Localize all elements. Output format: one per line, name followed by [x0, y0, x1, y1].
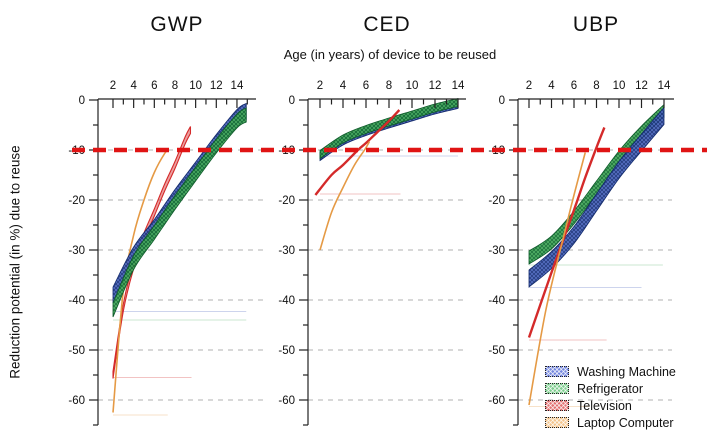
- series-refrigerator: [528, 103, 665, 265]
- panel-title-ced: CED: [363, 13, 411, 36]
- series-refrigerator: [112, 107, 247, 318]
- x-tick-label: 2: [317, 80, 323, 92]
- y-tick-label: -30: [68, 245, 85, 257]
- y-tick-label: 0: [499, 95, 505, 107]
- legend-item-washing-machine: Washing Machine: [545, 363, 676, 380]
- y-tick-label: 0: [79, 95, 85, 107]
- x-tick-label: 10: [406, 80, 419, 92]
- legend-swatch-washing-machine: [545, 366, 569, 377]
- x-tick-label: 12: [210, 80, 223, 92]
- x-tick-label: 8: [593, 80, 599, 92]
- legend-label: Refrigerator: [577, 381, 643, 396]
- x-tick-label: 6: [363, 80, 369, 92]
- x-tick-label: 14: [658, 80, 671, 92]
- series-television: [112, 126, 192, 379]
- x-tick-label: 14: [231, 80, 244, 92]
- legend-item-refrigerator: Refrigerator: [545, 380, 676, 397]
- legend: Washing Machine Refrigerator Television …: [545, 363, 676, 431]
- x-tick-label: 8: [386, 80, 392, 92]
- x-axis-label: Age (in years) of device to be reused: [283, 47, 497, 62]
- y-tick-label: 0: [289, 95, 295, 107]
- panel-title-gwp: GWP: [150, 13, 204, 36]
- legend-swatch-television: [545, 400, 569, 411]
- legend-label: Laptop Computer: [577, 415, 674, 430]
- x-tick-label: 12: [635, 80, 648, 92]
- legend-item-television: Television: [545, 397, 676, 414]
- y-tick-label: -50: [488, 345, 505, 357]
- series-laptop-computer: [528, 152, 587, 406]
- legend-label: Television: [577, 398, 632, 413]
- legend-item-laptop-computer: Laptop Computer: [545, 414, 676, 431]
- series-television: [314, 109, 401, 196]
- y-tick-label: -40: [488, 295, 505, 307]
- x-tick-label: 2: [526, 80, 532, 92]
- y-tick-label: -40: [68, 295, 85, 307]
- legend-swatch-laptop-computer: [545, 417, 569, 428]
- legend-label: Washing Machine: [577, 364, 676, 379]
- x-tick-label: 12: [429, 80, 442, 92]
- axes: [299, 98, 466, 426]
- x-tick-label: 6: [151, 80, 157, 92]
- y-tick-label: -50: [68, 345, 85, 357]
- y-tick-label: -20: [68, 195, 85, 207]
- x-tick-label: 10: [189, 80, 202, 92]
- y-tick-label: -50: [278, 345, 295, 357]
- series-laptop-computer: [319, 141, 371, 251]
- y-tick-label: -60: [68, 395, 85, 407]
- series-laptop-computer: [112, 149, 170, 413]
- legend-swatch-refrigerator: [545, 383, 569, 394]
- x-tick-label: 6: [571, 80, 577, 92]
- x-tick-label: 4: [548, 80, 555, 92]
- axes: [509, 98, 674, 426]
- series-washing-machine: [528, 106, 665, 288]
- y-tick-label: -30: [278, 245, 295, 257]
- x-tick-label: 8: [172, 80, 178, 92]
- y-tick-label: -30: [488, 245, 505, 257]
- panel-title-ubp: UBP: [572, 13, 620, 36]
- y-tick-label: -60: [488, 395, 505, 407]
- x-tick-label: 14: [452, 80, 465, 92]
- x-tick-label: 4: [130, 80, 137, 92]
- series-television: [527, 127, 606, 338]
- x-tick-label: 2: [110, 80, 116, 92]
- y-tick-label: -20: [278, 195, 295, 207]
- y-tick-label: -40: [278, 295, 295, 307]
- axes: [89, 98, 256, 426]
- y-tick-label: -20: [488, 195, 505, 207]
- x-tick-label: 4: [340, 80, 347, 92]
- x-tick-label: 10: [613, 80, 626, 92]
- y-tick-label: -60: [278, 395, 295, 407]
